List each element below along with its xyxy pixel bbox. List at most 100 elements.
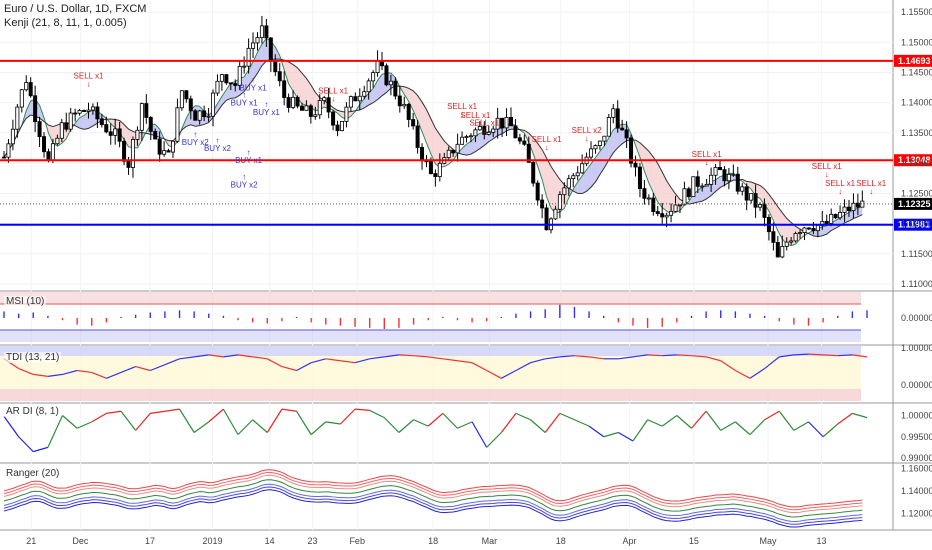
- candle-body: [406, 103, 411, 120]
- ranger-tick-label: 1.12000: [901, 508, 932, 518]
- cloud-segment: [253, 52, 258, 80]
- ranger-band-line: [3, 469, 863, 508]
- candle-body: [660, 213, 665, 218]
- ardi-line-segment: [135, 412, 151, 431]
- cloud-segment: [430, 118, 436, 164]
- candle-body: [682, 188, 687, 206]
- tdi-lower-band: [0, 389, 861, 401]
- time-tick-label: Feb: [349, 536, 365, 546]
- candle-body: [339, 120, 344, 132]
- tdi-line-segment: [77, 369, 92, 374]
- tdi-line-segment: [135, 366, 151, 372]
- candle-body: [637, 166, 642, 189]
- tdi-line-segment: [852, 354, 868, 358]
- time-tick-label: Dec: [72, 536, 89, 546]
- candle-body: [704, 183, 709, 187]
- price-tick-label: 1.15000: [901, 37, 932, 47]
- cloud-segment: [337, 110, 342, 118]
- price-axis: 1.15500 1.15000 1.14500 1.14000 1.13500 1.130…: [901, 7, 932, 289]
- candle-body: [495, 117, 500, 130]
- candle-body: [535, 182, 540, 201]
- time-tick-label: Apr: [623, 536, 637, 546]
- candle-body: [144, 103, 149, 118]
- msi-pane-label[interactable]: MSI (10): [4, 296, 47, 307]
- price-tick-label: 1.12500: [901, 188, 932, 198]
- tdi-pane-label[interactable]: TDI (13, 21): [4, 352, 62, 363]
- candle-body: [166, 150, 171, 153]
- candle-body: [317, 100, 322, 116]
- candle-body: [326, 97, 331, 113]
- candle-body: [566, 178, 571, 189]
- ardi-pane-label[interactable]: AR DI (8, 1): [4, 406, 61, 417]
- candle-body: [486, 131, 491, 135]
- ardi-line-segment: [486, 432, 502, 448]
- time-tick-label: 13: [817, 536, 827, 546]
- ranger-band-line: [3, 479, 863, 518]
- candle-body: [762, 204, 767, 218]
- tdi-line-segment: [647, 354, 663, 357]
- last_price-price-label: 1.12325: [898, 199, 931, 209]
- tdi-line-segment: [47, 373, 63, 377]
- candle-body: [202, 110, 207, 118]
- tdi-line-segment: [501, 369, 517, 379]
- indicator-panes[interactable]: 0.00000 1.00000 0.00000 1.00000 0.99500 0.990…: [0, 292, 932, 528]
- cloud-segment: [422, 102, 427, 144]
- tdi-line-segment: [164, 358, 180, 366]
- level-lines[interactable]: 1.14693 1.13048 1.12325 1.11981: [0, 54, 932, 231]
- ardi-line-segment: [164, 408, 180, 412]
- ardi-line-segment: [106, 410, 122, 414]
- cloud-segment: [217, 96, 222, 112]
- sell-signal-label: SELL x1: [469, 119, 499, 128]
- candle-body: [842, 206, 847, 213]
- ranger-tick-label: 1.16000: [901, 464, 932, 474]
- sell-signal-arrow: ↓: [331, 95, 335, 104]
- sell-signal-label: SELL x1: [74, 72, 104, 81]
- candle-body: [397, 95, 402, 107]
- tdi-line-segment: [618, 356, 634, 360]
- ardi-tick-label: 0.99000: [901, 453, 932, 463]
- candle-body: [602, 135, 607, 142]
- msi-lower-band: [0, 330, 861, 342]
- ardi-line-segment: [18, 436, 34, 453]
- candle-body: [851, 202, 856, 212]
- time-tick-label: 18: [556, 536, 566, 546]
- ardi-line-segment: [676, 415, 692, 429]
- candle-body: [491, 128, 496, 133]
- candle-body: [215, 80, 220, 94]
- cloud-segment: [582, 169, 587, 194]
- candlestick-series[interactable]: [2, 15, 865, 259]
- cloud-segment: [110, 118, 116, 128]
- cloud-segment: [377, 74, 383, 100]
- sell-signal-arrow: ↓: [585, 134, 589, 143]
- time-tick-label: 2019: [203, 536, 223, 546]
- tdi-line-segment: [369, 356, 385, 360]
- candle-body: [104, 124, 109, 133]
- sell-signal-arrow: ↓: [86, 80, 90, 89]
- candle-body: [446, 149, 451, 159]
- ardi-line-segment: [647, 419, 663, 427]
- cloud-segment: [261, 38, 267, 66]
- cloud-segment: [639, 142, 645, 172]
- candle-body: [353, 96, 358, 102]
- cloud-segment: [226, 83, 231, 101]
- tdi-line-segment: [267, 358, 283, 368]
- candle-body: [695, 176, 700, 187]
- resistance-price-tag: [894, 54, 932, 67]
- cloud-segment: [777, 206, 783, 239]
- cloud-segment: [595, 151, 600, 182]
- tdi-line-segment: [223, 354, 239, 358]
- candle-body: [42, 136, 47, 153]
- candle-body: [24, 82, 29, 91]
- candle-body: [175, 107, 180, 142]
- candle-body: [664, 214, 669, 218]
- ranger-pane-label[interactable]: Ranger (20): [4, 468, 62, 479]
- ranger-band-line: [3, 483, 863, 522]
- candle-body: [90, 106, 95, 111]
- ardi-line-segment: [574, 419, 590, 427]
- candle-body: [597, 140, 602, 146]
- buy-signal-label: BUY x1: [240, 84, 268, 93]
- candle-body: [624, 129, 629, 139]
- candle-body: [806, 227, 811, 230]
- tdi-line-segment: [91, 371, 107, 379]
